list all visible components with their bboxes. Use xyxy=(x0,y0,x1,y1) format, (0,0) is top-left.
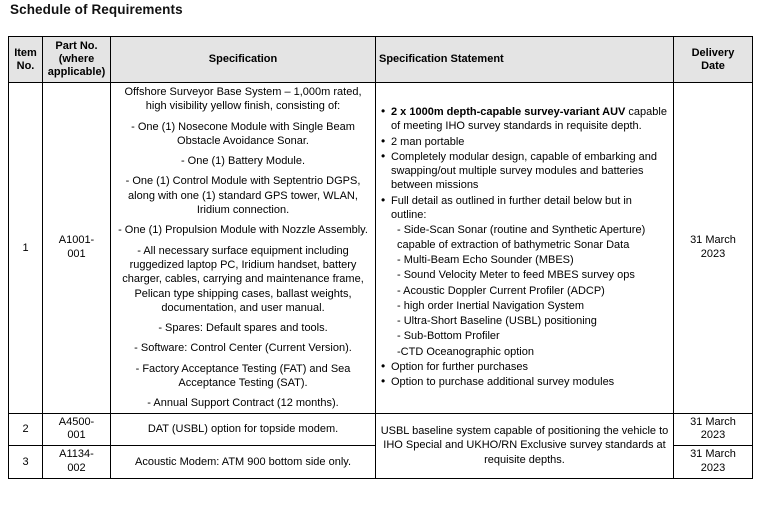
spec-paragraph: - All necessary surface equipment includ… xyxy=(122,244,364,314)
list-item-text: - Ultra-Short Baseline (USBL) positionin… xyxy=(397,315,597,328)
cell-part-no-3-line1: A1134- xyxy=(59,448,94,461)
spec-paragraph: - Factory Acceptance Testing (FAT) and S… xyxy=(135,362,351,390)
cell-part-no-1: A1001- 001 xyxy=(42,82,111,414)
column-header-item-no-line2: No. xyxy=(16,59,35,72)
list-item-text: Option for further purchases xyxy=(391,361,528,374)
table-header: Item No. Part No. (where applicable) Spe… xyxy=(8,36,753,83)
list-item: -CTD Oceanographic option xyxy=(391,345,670,359)
spec-paragraph: - One (1) Control Module with Septentrio… xyxy=(125,175,361,217)
cell-part-no-3-line2: 002 xyxy=(67,461,86,474)
table-row: 1 A1001- 001 Offshore Surveyor Base Syst… xyxy=(8,82,753,414)
spec-paragraph: - One (1) Battery Module. xyxy=(180,155,306,168)
list-item: Option to purchase additional survey mod… xyxy=(381,374,670,389)
table-row: 3 A1134- 002 Acoustic Modem: ATM 900 bot… xyxy=(8,445,753,479)
spec-paragraph: - Annual Support Contract (12 months). xyxy=(147,397,339,410)
list-item-text: Completely modular design, capable of em… xyxy=(391,150,657,192)
column-header-delivery-date: Delivery Date xyxy=(673,36,753,83)
cell-item-no-2: 2 xyxy=(8,412,43,447)
cell-part-no-3: A1134- 002 xyxy=(42,445,111,479)
table-header-row: Item No. Part No. (where applicable) Spe… xyxy=(8,36,753,83)
list-item: - Multi-Beam Echo Sounder (MBES) xyxy=(391,253,670,267)
cell-part-no-2: A4500- 001 xyxy=(42,412,111,447)
table-body: 1 A1001- 001 Offshore Surveyor Base Syst… xyxy=(8,82,753,479)
spec-paragraph: - One (1) Nosecone Module with Single Be… xyxy=(131,120,355,147)
list-item: 2 man portable xyxy=(381,134,670,149)
list-item: 2 x 1000m depth-capable survey-variant A… xyxy=(381,104,670,134)
cell-item-no-3: 3 xyxy=(8,445,43,479)
spec-paragraph: - Software: Control Center (Current Vers… xyxy=(134,342,352,355)
cell-specification-statement-1: 2 x 1000m depth-capable survey-variant A… xyxy=(375,82,674,414)
list-item-text: - Acoustic Doppler Current Profiler (ADC… xyxy=(397,284,605,297)
cell-specification-statement-merged: USBL baseline system capable of position… xyxy=(375,412,674,479)
spec-paragraph: - Spares: Default spares and tools. xyxy=(158,322,328,335)
list-item: - high order Inertial Navigation System xyxy=(391,299,670,313)
cell-specification-1: Offshore Surveyor Base System – 1,000m r… xyxy=(110,82,376,414)
list-item-text: 2 man portable xyxy=(391,135,465,148)
cell-delivery-date-3-line1: 31 March xyxy=(690,448,736,461)
cell-delivery-date-3-line2: 2023 xyxy=(700,461,726,474)
statement-list: 2 x 1000m depth-capable survey-variant A… xyxy=(379,104,670,390)
list-item-text: - high order Inertial Navigation System xyxy=(397,299,585,312)
column-header-specification-statement: Specification Statement xyxy=(375,36,674,83)
cell-delivery-date-3: 31 March 2023 xyxy=(673,445,753,479)
list-item: Completely modular design, capable of em… xyxy=(381,149,670,193)
cell-delivery-date-2-line1: 31 March xyxy=(690,415,736,428)
list-item-text: -CTD Oceanographic option xyxy=(397,345,534,358)
cell-specification-3: Acoustic Modem: ATM 900 bottom side only… xyxy=(110,445,376,479)
list-item-text: capable of meeting IHO survey standards … xyxy=(391,106,667,133)
cell-delivery-date-2: 31 March 2023 xyxy=(673,412,753,447)
list-item-text: - Side-Scan Sonar (routine and Synthetic… xyxy=(397,224,646,251)
list-item: - Acoustic Doppler Current Profiler (ADC… xyxy=(391,284,670,298)
cell-item-no-1: 1 xyxy=(8,82,43,414)
cell-delivery-date-1-line1: 31 March xyxy=(690,234,736,247)
list-item: Option for further purchases xyxy=(381,359,670,374)
column-header-item-no-line1: Item xyxy=(14,46,37,59)
column-header-part-no: Part No. (where applicable) xyxy=(42,36,111,83)
list-item: Full detail as outlined in further detai… xyxy=(381,193,670,223)
cell-specification-2: DAT (USBL) option for topside modem. xyxy=(110,412,376,447)
cell-part-no-1-line2: 001 xyxy=(67,247,86,260)
column-header-part-no-line2: (where xyxy=(58,53,95,66)
spec-paragraph: - One (1) Propulsion Module with Nozzle … xyxy=(118,224,368,237)
cell-delivery-date-1-line2: 2023 xyxy=(700,247,726,260)
cell-part-no-2-line2: 001 xyxy=(67,429,86,442)
column-header-part-no-line1: Part No. xyxy=(55,40,98,53)
column-header-item-no: Item No. xyxy=(8,36,43,83)
list-item: - Sound Velocity Meter to feed MBES surv… xyxy=(391,268,670,282)
column-header-specification: Specification xyxy=(110,36,376,83)
list-item: - Sub-Bottom Profiler xyxy=(391,329,670,343)
list-item-text: Full detail as outlined in further detai… xyxy=(391,194,632,222)
cell-part-no-1-line1: A1001- xyxy=(58,234,95,247)
schedule-of-requirements-table: Item No. Part No. (where applicable) Spe… xyxy=(8,36,753,479)
column-header-part-no-line3: applicable) xyxy=(47,65,106,78)
list-item: - Side-Scan Sonar (routine and Synthetic… xyxy=(391,223,670,252)
column-header-delivery-date-line1: Delivery xyxy=(691,46,735,59)
column-header-delivery-date-line2: Date xyxy=(701,59,725,72)
spec-paragraph: Offshore Surveyor Base System – 1,000m r… xyxy=(124,86,362,113)
cell-part-no-2-line1: A4500- xyxy=(58,415,95,428)
list-item-text: - Sub-Bottom Profiler xyxy=(397,330,500,343)
cell-delivery-date-2-line2: 2023 xyxy=(700,429,726,442)
list-item: - Ultra-Short Baseline (USBL) positionin… xyxy=(391,314,670,328)
list-item-text: Option to purchase additional survey mod… xyxy=(391,376,615,389)
page-title: Schedule of Requirements xyxy=(10,2,183,17)
cell-delivery-date-1: 31 March 2023 xyxy=(673,82,753,414)
table-row: 2 A4500- 001 DAT (USBL) option for topsi… xyxy=(8,412,753,479)
list-item-text: - Multi-Beam Echo Sounder (MBES) xyxy=(397,253,574,266)
list-item-bold: 2 x 1000m depth-capable survey-variant A… xyxy=(391,106,626,118)
list-item-text: - Sound Velocity Meter to feed MBES surv… xyxy=(397,269,635,282)
